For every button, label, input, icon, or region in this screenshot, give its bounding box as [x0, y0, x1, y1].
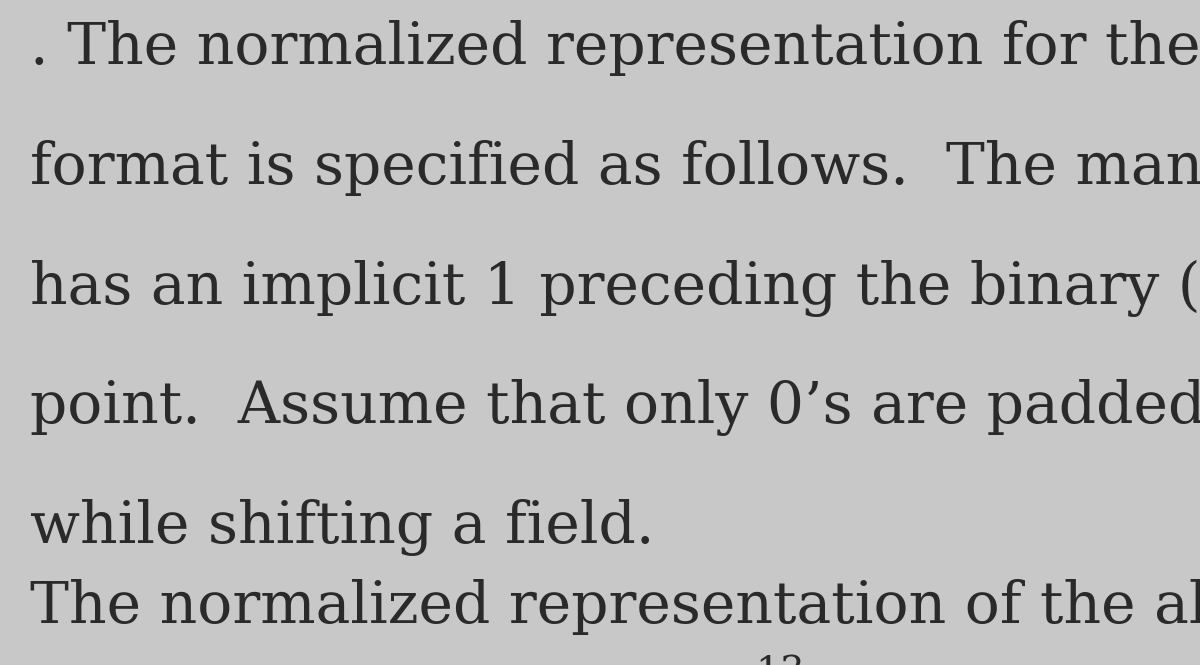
Text: has an implicit 1 preceding the binary (radix): has an implicit 1 preceding the binary (…: [30, 259, 1200, 317]
Text: The normalized representation of the above: The normalized representation of the abo…: [30, 579, 1200, 634]
Text: point.  Assume that only 0’s are padded in: point. Assume that only 0’s are padded i…: [30, 379, 1200, 436]
Text: 13: 13: [755, 655, 804, 665]
Text: while shifting a field.: while shifting a field.: [30, 499, 654, 556]
Text: . The normalized representation for the above: . The normalized representation for the …: [30, 20, 1200, 76]
Text: format is specified as follows.  The mantissa: format is specified as follows. The mant…: [30, 140, 1200, 196]
